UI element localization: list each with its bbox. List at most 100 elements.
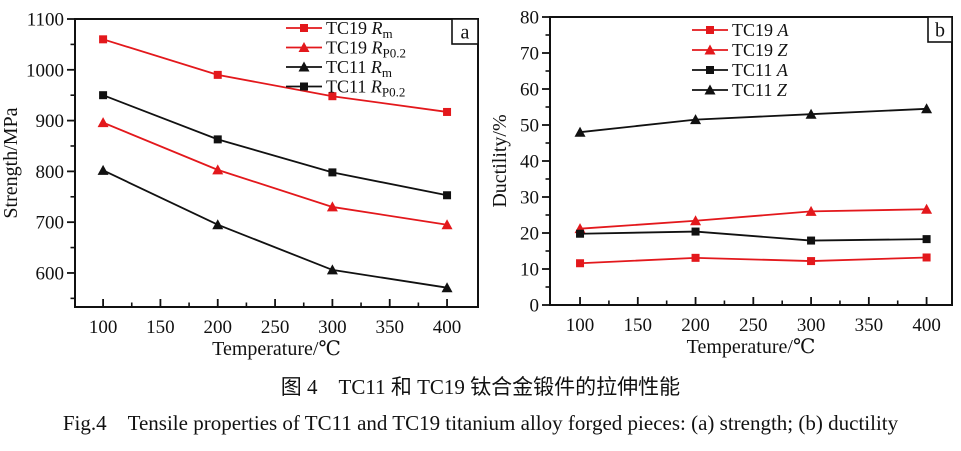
series-tc19-rm-p2-square-marker: [328, 92, 337, 101]
x-tick-label: 250: [261, 317, 290, 338]
chart-a-panel-letter: a: [461, 22, 470, 44]
legend-entry-tc11-rp02-label: TC11 RP0.2: [326, 77, 405, 100]
legend-entry-tc11-rp02: TC11 RP0.2: [286, 77, 405, 100]
chart-b-series: [574, 103, 933, 268]
legend-entry-tc11-a-label: TC11 A: [732, 60, 789, 80]
legend-entry-tc19-a-square-marker: [706, 26, 714, 34]
x-tick-label: 100: [89, 317, 118, 338]
series-tc11-rp02-p1-square-marker: [213, 135, 222, 144]
y-tick-label: 80: [520, 8, 539, 29]
series-tc11-a-p1-square-marker: [691, 227, 700, 236]
x-tick-label: 400: [912, 315, 941, 336]
series-tc11-rp02-p2-square-marker: [328, 168, 337, 177]
series-tc11-rp02-p3-square-marker: [443, 191, 452, 200]
x-tick-label: 100: [566, 315, 595, 336]
figure-caption-zh: 图 4 TC11 和 TC19 钛合金锻件的拉伸性能: [280, 375, 681, 399]
chart-b-y-axis-title: Ductility/%: [489, 114, 511, 207]
chart-a-x-axis: 100 150 200 250 300 350 400 Temperature/℃: [89, 299, 461, 360]
series-tc11-a-line: [580, 230, 927, 242]
series-tc19-rm-p1-square-marker: [213, 70, 222, 79]
x-tick-label: 150: [624, 315, 653, 336]
series-tc19-rp02-line: [102, 121, 448, 226]
series-tc11-z-p1-triangle-marker: [690, 114, 702, 125]
series-tc11-a-p0-square-marker: [576, 229, 585, 238]
series-tc19-rm-line: [102, 38, 448, 113]
series-tc11-rm-p2-triangle-marker: [326, 264, 338, 275]
legend-entry-tc19-a-label: TC19 A: [732, 20, 790, 40]
series-tc19-rm: [99, 35, 452, 116]
series-tc11-rp02-line: [102, 94, 448, 197]
chart-a-y-axis: 600 700 800 900 1000 1100 Strength/MPa: [0, 10, 75, 300]
series-tc19-z-line: [579, 208, 927, 230]
y-tick-label: 40: [520, 152, 539, 173]
chart-b-x-axis-title: Temperature/℃: [687, 336, 816, 358]
series-tc19-rm-p3-square-marker: [443, 107, 452, 116]
legend-entry-tc19-rm-square-marker: [300, 24, 308, 32]
series-tc11-a-p2-square-marker: [807, 236, 816, 245]
series-tc19-a-p1-square-marker: [691, 253, 700, 262]
x-tick-label: 200: [681, 315, 710, 336]
chart-a-y-axis-title: Strength/MPa: [0, 107, 22, 218]
x-tick-label: 350: [375, 317, 404, 338]
figure-caption-en: Fig.4 Tensile properties of TC11 and TC1…: [62, 411, 899, 435]
y-tick-label: 1000: [26, 60, 64, 81]
legend-entry-tc19-z-label: TC19 Z: [732, 40, 789, 60]
x-tick-label: 250: [739, 315, 768, 336]
chart-b-panel-box: [927, 16, 953, 43]
legend-entry-tc19-rp02: TC19 RP0.2: [286, 38, 406, 61]
y-tick-label: 0: [530, 296, 540, 317]
y-tick-label: 800: [36, 162, 65, 183]
legend-entry-tc19-z-triangle-marker: [704, 44, 716, 55]
series-tc19-a-line: [579, 256, 927, 265]
chart-a-frame: [74, 18, 479, 308]
series-tc19-rp02-p0-triangle-marker: [97, 117, 109, 128]
series-tc19-z-p2-triangle-marker: [805, 205, 817, 216]
series-tc11-rm-line: [102, 169, 448, 289]
chart-a-series: [97, 35, 453, 293]
y-tick-label: 1100: [27, 10, 64, 31]
series-tc19-a-p0-square-marker: [576, 259, 585, 268]
legend-entry-tc11-rm-triangle-marker: [298, 61, 310, 72]
series-tc11-z-p0-triangle-marker: [574, 126, 586, 137]
chart-b-panel-letter: b: [935, 20, 945, 42]
series-tc19-rp02: [97, 117, 453, 230]
series-tc11-a: [576, 227, 931, 245]
series-tc19-a-p3-square-marker: [922, 253, 931, 262]
series-tc19-a: [576, 253, 931, 268]
x-tick-label: 150: [146, 317, 175, 338]
series-tc11-a-p3-square-marker: [922, 235, 931, 244]
legend-entry-tc19-z: TC19 Z: [692, 40, 789, 60]
y-tick-label: 70: [520, 44, 539, 65]
chart-b-y-axis: 0 10 20 30 40 50 60 70 80 Ductility/%: [489, 8, 550, 317]
y-tick-label: 30: [520, 188, 539, 209]
series-tc11-rm-p1-triangle-marker: [212, 219, 224, 230]
y-tick-label: 600: [36, 263, 65, 284]
x-tick-label: 300: [797, 315, 826, 336]
series-tc11-z-p2-triangle-marker: [805, 108, 817, 119]
series-tc19-z-p3-triangle-marker: [921, 203, 933, 214]
legend-entry-tc11-a: TC11 A: [692, 60, 789, 80]
chart-a-panel-box: [451, 18, 479, 45]
legend-entry-tc19-rp02-triangle-marker: [298, 42, 310, 52]
series-tc11-z-line: [579, 107, 927, 134]
legend-entry-tc11-rp02-square-marker: [300, 82, 308, 91]
series-tc11-rm: [97, 164, 453, 293]
chart-a: 100 150 200 250 300 350 400 Temperature/℃ 600 700…: [0, 10, 479, 360]
y-tick-label: 50: [520, 116, 539, 137]
series-tc19-rp02-p1-triangle-marker: [212, 164, 224, 175]
series-tc11-rp02-p0-square-marker: [99, 91, 108, 100]
y-tick-label: 20: [520, 224, 539, 245]
series-tc19-z-p1-triangle-marker: [690, 215, 702, 226]
series-tc11-rm-p3-triangle-marker: [441, 282, 453, 293]
series-tc19-z: [574, 203, 933, 234]
legend-entry-tc11-rm-label: TC11 Rm: [326, 57, 392, 80]
chart-b-x-axis: 100 150 200 250 300 350 400 Temperature/℃: [566, 297, 941, 358]
y-tick-label: 700: [36, 213, 65, 234]
series-tc11-z-p3-triangle-marker: [921, 103, 933, 114]
legend-entry-tc11-z-triangle-marker: [704, 84, 716, 95]
legend-entry-tc11-z-label: TC11 Z: [732, 80, 788, 100]
series-tc11-rp02: [99, 91, 452, 200]
